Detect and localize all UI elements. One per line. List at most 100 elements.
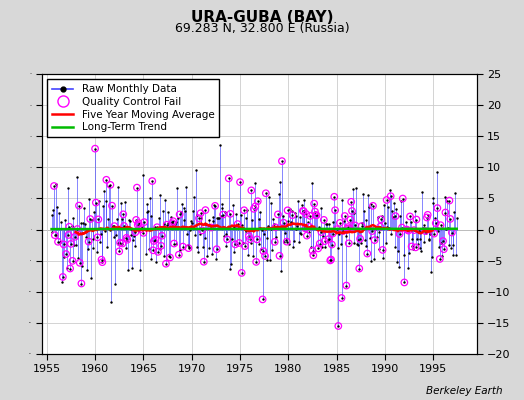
Point [108, 202, 116, 209]
Point [430, 230, 439, 237]
Point [208, 250, 216, 257]
Point [333, 226, 341, 232]
Point [166, 254, 174, 261]
Point [305, 224, 313, 230]
Point [78, 263, 86, 269]
Point [399, 195, 407, 202]
Point [171, 220, 179, 227]
Point [440, 246, 448, 252]
Point [333, 244, 342, 251]
Point [438, 252, 446, 259]
Point [197, 215, 205, 222]
Point [177, 208, 185, 215]
Point [134, 220, 143, 226]
Point [328, 241, 336, 248]
Point [261, 253, 269, 259]
Point [257, 246, 265, 252]
Point [179, 244, 187, 250]
Point [396, 212, 405, 219]
Point [321, 244, 330, 250]
Point [411, 208, 419, 214]
Point [251, 203, 259, 210]
Point [446, 216, 454, 222]
Point [218, 205, 226, 211]
Point [401, 227, 409, 233]
Point [117, 200, 125, 206]
Point [118, 240, 127, 247]
Point [369, 203, 377, 209]
Point [143, 209, 151, 216]
Point [75, 202, 83, 209]
Point [122, 245, 130, 252]
Point [390, 200, 398, 206]
Point [58, 279, 66, 286]
Point [173, 185, 181, 191]
Point [254, 198, 262, 204]
Point [440, 246, 448, 252]
Point [144, 208, 152, 215]
Point [86, 216, 94, 222]
Point [146, 256, 155, 262]
Point [342, 282, 351, 289]
Point [368, 228, 376, 234]
Point [91, 146, 99, 152]
Point [377, 216, 385, 222]
Point [246, 236, 254, 242]
Point [228, 202, 237, 208]
Point [102, 176, 111, 183]
Point [420, 239, 428, 245]
Point [390, 244, 399, 250]
Point [371, 226, 379, 232]
Point [162, 222, 171, 228]
Point [420, 222, 429, 228]
Point [360, 208, 368, 214]
Point [100, 188, 108, 194]
Point [180, 204, 188, 211]
Point [378, 247, 387, 253]
Point [411, 244, 420, 250]
Point [94, 216, 103, 222]
Point [428, 254, 436, 260]
Point [210, 202, 219, 208]
Point [406, 213, 414, 220]
Point [115, 248, 124, 254]
Point [394, 248, 402, 254]
Point [306, 213, 314, 219]
Point [132, 217, 140, 223]
Point [230, 224, 238, 230]
Point [370, 237, 379, 243]
Point [275, 252, 283, 259]
Point [168, 220, 177, 226]
Point [123, 236, 132, 243]
Point [326, 257, 334, 264]
Point [296, 214, 304, 220]
Point [187, 218, 195, 224]
Point [324, 237, 332, 243]
Point [181, 208, 190, 214]
Point [59, 241, 68, 248]
Point [439, 238, 447, 244]
Point [93, 249, 101, 255]
Point [108, 202, 116, 209]
Point [398, 224, 406, 231]
Point [149, 247, 157, 254]
Point [253, 236, 261, 242]
Point [315, 224, 323, 230]
Point [124, 266, 132, 273]
Point [305, 224, 313, 230]
Point [329, 230, 337, 237]
Point [449, 252, 457, 258]
Point [122, 235, 130, 241]
Point [51, 232, 59, 238]
Point [121, 198, 129, 205]
Point [324, 236, 333, 242]
Point [404, 228, 412, 234]
Point [162, 260, 170, 267]
Point [75, 260, 84, 266]
Point [296, 230, 304, 236]
Point [244, 252, 252, 258]
Point [235, 240, 244, 246]
Point [343, 226, 352, 232]
Point [410, 227, 418, 233]
Point [399, 252, 408, 258]
